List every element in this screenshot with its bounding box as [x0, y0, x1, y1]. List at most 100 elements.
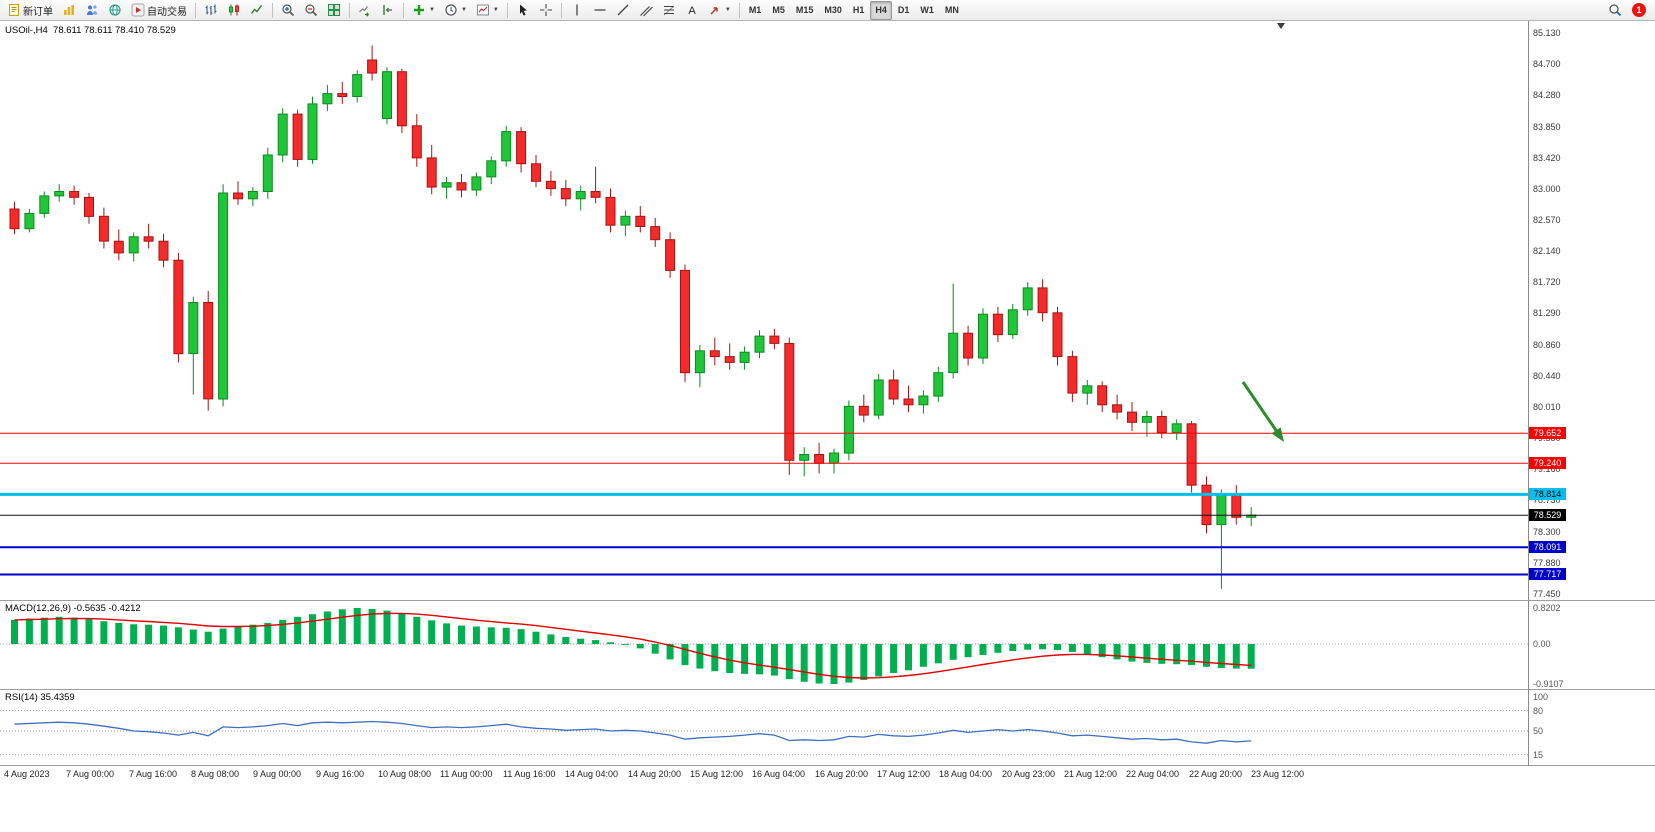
plus-green-icon: [412, 3, 426, 17]
chart-shift-button[interactable]: [377, 1, 399, 20]
toolbar-separator: [738, 2, 740, 18]
timeframe-button-m30[interactable]: M30: [819, 1, 847, 20]
time-axis-label: 23 Aug 12:00: [1251, 769, 1305, 779]
arrow-annotation-head[interactable]: [1271, 427, 1284, 442]
toolbar-separator: [272, 2, 273, 18]
timeframe-button-mn[interactable]: MN: [940, 1, 964, 20]
pane-splitter-rsi[interactable]: [0, 689, 1655, 690]
timeframe-button-d1[interactable]: D1: [893, 1, 915, 20]
candle: [218, 184, 229, 407]
candles-series: [9, 45, 1257, 589]
timeframe-button-m15[interactable]: M15: [791, 1, 819, 20]
price-tick-label: 82.570: [1533, 215, 1561, 225]
candle: [426, 144, 437, 195]
candle: [635, 206, 646, 233]
price-tick-label: 80.440: [1533, 371, 1561, 381]
toolbar-separator: [560, 2, 562, 18]
timeframe-button-w1[interactable]: W1: [915, 1, 939, 20]
candle: [456, 174, 467, 198]
cursor-button[interactable]: [512, 1, 534, 20]
price-badge: 77.717: [1529, 568, 1566, 580]
timeframe-button-h1[interactable]: H1: [848, 1, 870, 20]
templates-button[interactable]: ▼: [472, 1, 503, 20]
candle: [54, 184, 65, 202]
price-tick-label: 78.300: [1533, 527, 1561, 537]
candle: [173, 252, 184, 363]
candle: [24, 209, 35, 233]
candle: [1097, 381, 1108, 413]
candle: [247, 187, 258, 207]
price-badge: 78.091: [1529, 541, 1566, 553]
terminal-button[interactable]: [58, 1, 80, 20]
candle: [888, 369, 899, 405]
bar-chart-button[interactable]: [200, 1, 222, 20]
zoom-out-button[interactable]: [300, 1, 322, 20]
notification-badge[interactable]: 1: [1632, 3, 1646, 17]
chart-title: USOil-,H4 78.611 78.611 78.410 78.529: [5, 25, 176, 36]
market-watch-button[interactable]: [81, 1, 103, 20]
search-icon: [1608, 3, 1622, 17]
search-button[interactable]: [1604, 1, 1626, 20]
template-icon: [476, 3, 490, 17]
candle: [1007, 304, 1018, 340]
price-tick-label: 81.720: [1533, 277, 1561, 287]
candlestick-chart-button[interactable]: [223, 1, 245, 20]
candle: [1201, 476, 1212, 534]
autotrading-button[interactable]: 自动交易: [127, 1, 191, 20]
pane-splitter-macd[interactable]: [0, 600, 1655, 601]
candle: [143, 223, 154, 249]
timeframe-button-m5[interactable]: M5: [767, 1, 790, 20]
candle: [1112, 394, 1123, 420]
timeframe-button-m1[interactable]: M1: [744, 1, 767, 20]
candle: [709, 337, 720, 366]
time-axis-label: 18 Aug 04:00: [939, 769, 993, 779]
candle: [814, 442, 825, 474]
price-axis-separator: [1528, 21, 1529, 766]
timeframe-button-m30-label: M30: [824, 5, 842, 15]
vertical-line-button[interactable]: [566, 1, 588, 20]
candle: [367, 45, 378, 81]
price-tick-label: 78.730: [1533, 495, 1561, 505]
periods-button[interactable]: ▼: [440, 1, 471, 20]
crosshair-button[interactable]: [535, 1, 557, 20]
text-button[interactable]: A: [681, 1, 703, 20]
horizontal-line-button[interactable]: [589, 1, 611, 20]
chart-shift-marker-icon[interactable]: [1277, 23, 1285, 29]
tile-windows-button[interactable]: [323, 1, 345, 20]
time-axis-label: 22 Aug 20:00: [1189, 769, 1243, 779]
arrow-annotation[interactable]: [1241, 381, 1281, 437]
new-order-button[interactable]: 新订单: [3, 1, 57, 20]
trendline-icon: [616, 3, 630, 17]
autotrading-button-label: 自动交易: [147, 6, 187, 18]
cursor-icon: [516, 3, 530, 17]
ohlc-bars-icon: [204, 3, 218, 17]
people-icon: [85, 3, 99, 17]
fibonacci-button[interactable]: [658, 1, 680, 20]
candle: [1022, 282, 1033, 316]
candle: [486, 156, 497, 185]
timeframe-button-d1-label: D1: [897, 5, 910, 15]
candle: [531, 155, 541, 188]
main-chart[interactable]: [0, 21, 1529, 601]
candle: [396, 68, 407, 134]
auto-scroll-button[interactable]: [354, 1, 376, 20]
candle: [1246, 507, 1257, 527]
data-window-button[interactable]: [104, 1, 126, 20]
linechart-icon: [250, 3, 264, 17]
indicators-button[interactable]: ▼: [408, 1, 439, 20]
candle: [963, 325, 974, 366]
line-chart-button[interactable]: [246, 1, 268, 20]
time-axis-separator: [0, 765, 1655, 766]
arrows-button[interactable]: ▼: [704, 1, 735, 20]
text-icon: A: [685, 3, 699, 17]
candle: [84, 193, 94, 224]
trendline-button[interactable]: [612, 1, 634, 20]
new-order-button-label: 新订单: [23, 6, 53, 18]
channel-button[interactable]: [635, 1, 657, 20]
zoom-in-button[interactable]: [277, 1, 299, 20]
timeframe-button-h4[interactable]: H4: [870, 0, 892, 20]
candle: [1186, 420, 1197, 493]
candle: [471, 172, 482, 196]
timeframe-button-h4-label: H4: [875, 5, 887, 15]
hline-icon: [593, 3, 607, 17]
